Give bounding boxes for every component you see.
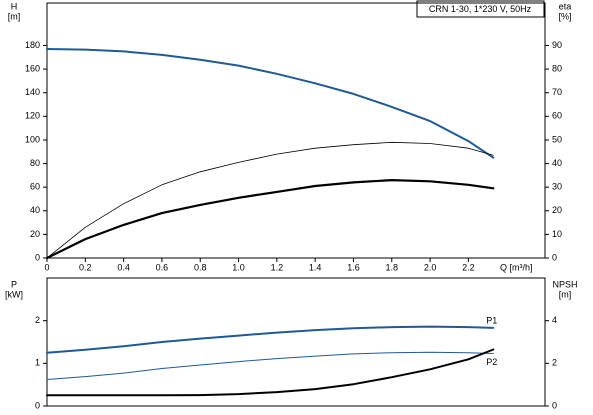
y2-tick-label: 0 [552,252,557,262]
y-tick-label: 40 [30,205,40,215]
y2-tick-label: 90 [552,40,562,50]
y2-tick-label: 10 [552,229,562,239]
y2-tick-label: 70 [552,87,562,97]
curve [45,179,495,260]
x-tick-label: 2.2 [462,262,475,272]
y-tick-label: 60 [30,182,40,192]
y-tick-label: 160 [25,63,40,73]
y-tick-label: 20 [30,229,40,239]
x-tick-label: 0.8 [194,262,207,272]
y2-label: [m] [559,289,572,299]
x-tick-label: 0.6 [156,262,169,272]
title-box [416,0,545,18]
y2-tick-label: 80 [552,63,562,73]
y2-tick-label: 20 [552,205,562,215]
curve [46,141,494,259]
curve [46,325,495,354]
y2-tick-label: 40 [552,158,562,168]
x-tick-label: 0 [44,262,49,272]
x-tick-label: 1.2 [271,262,284,272]
curve [46,48,495,159]
x-tick-label: 1.0 [232,262,245,272]
y-tick-label: 80 [30,158,40,168]
y-tick-label: 140 [25,87,40,97]
x-tick-label: 0.2 [79,262,92,272]
chart-title: CRN 1-30, 1*230 V, 50Hz [429,4,532,14]
y-tick-label: 0 [35,400,40,410]
y2-tick-label: 2 [552,358,557,368]
curve-label: P1 [486,315,497,325]
x-tick-label: 1.6 [347,262,360,272]
y-tick-label: 1 [35,358,40,368]
y2-label: NPSH [552,279,577,289]
y2-label: eta [559,1,572,11]
curve [46,351,494,380]
curve [46,348,495,397]
y-label: H [11,1,18,11]
y-tick-label: 180 [25,40,40,50]
y-tick-label: 0 [35,252,40,262]
curve-label: P2 [486,357,497,367]
x-label: Q [m³/h] [500,262,533,272]
y2-tick-label: 50 [552,134,562,144]
y2-tick-label: 4 [552,315,557,325]
y2-tick-label: 60 [552,111,562,121]
x-tick-label: 1.8 [386,262,399,272]
plot-frame [46,277,546,407]
x-tick-label: 0.4 [117,262,130,272]
x-tick-label: 1.4 [309,262,322,272]
y-tick-label: 100 [25,134,40,144]
y2-tick-label: 0 [552,400,557,410]
y-label: P [11,279,17,289]
x-tick-label: 2.0 [424,262,437,272]
y-tick-label: 2 [35,315,40,325]
y2-label: [%] [558,11,571,21]
y-tick-label: 120 [25,111,40,121]
plot-frame [46,2,546,259]
y-label: [m] [8,11,21,21]
y2-tick-label: 30 [552,182,562,192]
y-label: [kW] [5,289,23,299]
